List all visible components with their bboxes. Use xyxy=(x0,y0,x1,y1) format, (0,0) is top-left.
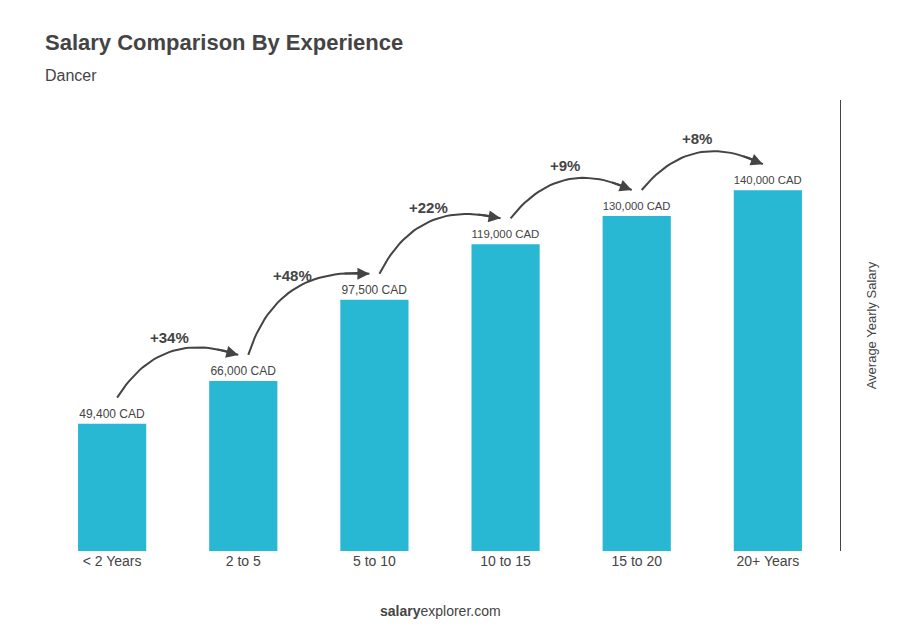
svg-text:119,000 CAD: 119,000 CAD xyxy=(472,228,540,240)
svg-text:salaryexplorer.com: salaryexplorer.com xyxy=(380,603,501,619)
svg-text:15 to 20: 15 to 20 xyxy=(611,553,662,569)
svg-text:Salary Comparison By Experienc: Salary Comparison By Experience xyxy=(45,30,403,55)
svg-text:130,000 CAD: 130,000 CAD xyxy=(603,200,671,212)
svg-text:2 to 5: 2 to 5 xyxy=(226,553,261,569)
svg-text:97,500 CAD: 97,500 CAD xyxy=(342,283,408,297)
svg-text:+9%: +9% xyxy=(550,157,580,174)
svg-text:Dancer: Dancer xyxy=(45,67,97,84)
svg-text:49,400 CAD: 49,400 CAD xyxy=(79,407,145,421)
svg-text:+34%: +34% xyxy=(150,329,189,346)
svg-text:20+ Years: 20+ Years xyxy=(737,553,800,569)
svg-text:Average Yearly Salary: Average Yearly Salary xyxy=(864,261,879,389)
svg-text:+48%: +48% xyxy=(273,267,312,284)
svg-text:+22%: +22% xyxy=(409,199,448,216)
svg-text:66,000 CAD: 66,000 CAD xyxy=(210,364,276,378)
svg-text:< 2 Years: < 2 Years xyxy=(83,553,142,569)
svg-text:+8%: +8% xyxy=(682,130,712,147)
svg-text:10 to 15: 10 to 15 xyxy=(480,553,531,569)
svg-text:5 to 10: 5 to 10 xyxy=(353,553,396,569)
svg-text:140,000 CAD: 140,000 CAD xyxy=(734,174,802,186)
